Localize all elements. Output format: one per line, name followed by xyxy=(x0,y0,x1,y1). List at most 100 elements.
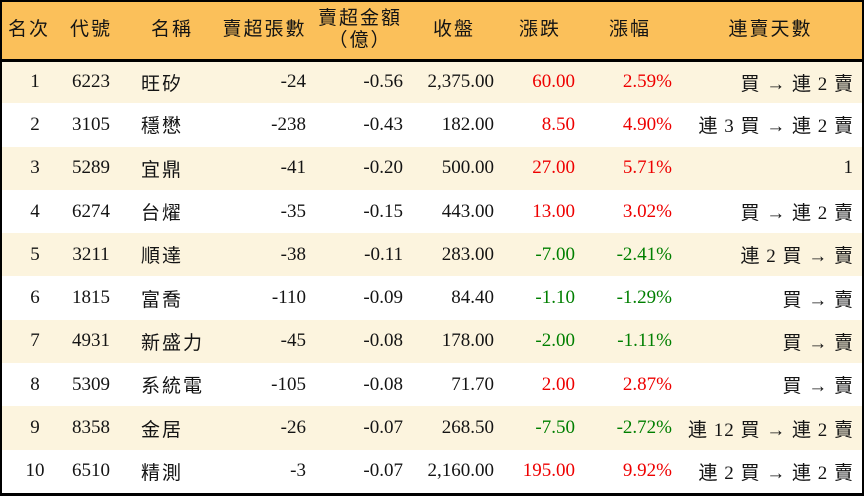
cell-name: 新盛力 xyxy=(141,332,205,354)
cell-sell-volume: -26 xyxy=(280,417,306,439)
table-row: 8 5309 系統電 -105 -0.08 71.70 2.00 2.87% 買 → 賣 xyxy=(2,363,862,407)
cell-sell-volume: -3 xyxy=(290,460,306,482)
cell-sell-amount: -0.20 xyxy=(363,157,403,179)
table-row: 4 6274 台燿 -35 -0.15 443.00 13.00 3.02% 買 → 連 2 賣 xyxy=(2,189,862,234)
table-row: 2 3105 穩懋 -238 -0.43 182.00 8.50 4.90% 連 3 買 → 連… xyxy=(2,103,862,147)
cell-name: 台燿 xyxy=(141,203,184,225)
table-body: 1 6223 旺矽 -24 -0.56 2,375.00 60.00 2.59% 買 → 連 2… xyxy=(2,60,862,493)
cell-sell-volume: -45 xyxy=(280,330,306,352)
header-change-pct: 漲幅 xyxy=(581,2,679,62)
cell-change-pct: 3.02% xyxy=(622,200,672,222)
cell-change-pct: 9.92% xyxy=(622,460,672,482)
cell-change-pct: 4.90% xyxy=(622,113,672,135)
cell-name: 富喬 xyxy=(141,289,184,311)
cell-name: 旺矽 xyxy=(141,73,184,95)
header-streak: 連賣天數 xyxy=(679,2,862,62)
cell-name: 順達 xyxy=(141,246,184,268)
table-row: 7 4931 新盛力 -45 -0.08 178.00 -2.00 -1.11% 買 → 賣 xyxy=(2,319,862,364)
cell-change: 8.50 xyxy=(541,113,575,135)
table-row: 5 3211 順達 -38 -0.11 283.00 -7.00 -2.41% 連 2 買 → … xyxy=(2,233,862,277)
cell-sell-amount: -0.07 xyxy=(363,460,403,482)
cell-rank: 2 xyxy=(30,113,40,135)
cell-sell-amount: -0.56 xyxy=(363,71,403,93)
cell-change-pct: 2.87% xyxy=(622,373,672,395)
cell-rank: 7 xyxy=(30,330,40,352)
cell-code: 1815 xyxy=(72,287,110,309)
cell-streak: 買 → 賣 xyxy=(782,289,854,311)
cell-rank: 6 xyxy=(30,287,40,309)
cell-change: 195.00 xyxy=(522,460,575,482)
cell-sell-amount: -0.08 xyxy=(363,330,403,352)
cell-change-pct: -2.41% xyxy=(616,243,672,265)
cell-sell-amount: -0.08 xyxy=(363,373,403,395)
cell-sell-volume: -24 xyxy=(280,71,306,93)
cell-close: 178.00 xyxy=(441,330,494,352)
cell-change: -7.50 xyxy=(535,417,575,439)
cell-change: 60.00 xyxy=(532,71,575,93)
cell-sell-amount: -0.07 xyxy=(363,417,403,439)
cell-code: 6510 xyxy=(72,460,110,482)
cell-change: 27.00 xyxy=(532,157,575,179)
table-row: 9 8358 金居 -26 -0.07 268.50 -7.50 -2.72% 連 12 買 →… xyxy=(2,406,862,450)
cell-sell-volume: -238 xyxy=(271,113,306,135)
cell-close: 71.70 xyxy=(451,373,494,395)
cell-streak: 連 2 買 → 賣 xyxy=(740,246,854,268)
cell-change: -1.10 xyxy=(535,287,575,309)
cell-close: 268.50 xyxy=(441,417,494,439)
cell-code: 5289 xyxy=(72,157,110,179)
cell-streak: 1 xyxy=(843,157,854,179)
cell-close: 84.40 xyxy=(451,287,494,309)
cell-code: 6274 xyxy=(72,200,110,222)
table-row: 6 1815 富喬 -110 -0.09 84.40 -1.10 -1.29% 買 → 賣 xyxy=(2,276,862,320)
header-sell-volume: 賣超張數 xyxy=(218,2,311,62)
header-sell-amount-line2: （億） xyxy=(328,30,392,52)
cell-rank: 1 xyxy=(30,71,40,93)
cell-change: 13.00 xyxy=(532,200,575,222)
cell-sell-volume: -38 xyxy=(280,243,306,265)
cell-close: 2,375.00 xyxy=(427,71,495,93)
cell-sell-amount: -0.09 xyxy=(363,287,403,309)
cell-name: 穩懋 xyxy=(141,116,184,138)
cell-change-pct: 2.59% xyxy=(622,71,672,93)
cell-close: 2,160.00 xyxy=(427,460,495,482)
cell-streak: 連 12 買 → 連 2 賣 xyxy=(687,419,854,441)
cell-code: 3105 xyxy=(72,113,110,135)
cell-sell-amount: -0.43 xyxy=(363,113,403,135)
cell-rank: 9 xyxy=(30,417,40,439)
cell-sell-amount: -0.15 xyxy=(363,200,403,222)
table-header: 名次 代號 名稱 賣超張數 賣超金額 （億） 收盤 漲跌 漲幅 連賣天數 xyxy=(2,2,862,62)
table-row: 3 5289 宜鼎 -41 -0.20 500.00 27.00 5.71% 1 xyxy=(2,146,862,190)
cell-sell-volume: -110 xyxy=(271,287,306,309)
cell-streak: 連 3 買 → 連 2 賣 xyxy=(698,116,854,138)
cell-rank: 8 xyxy=(30,373,40,395)
cell-change: 2.00 xyxy=(541,373,575,395)
header-sell-amount: 賣超金額 （億） xyxy=(311,2,409,62)
cell-name: 宜鼎 xyxy=(141,159,184,181)
cell-code: 6223 xyxy=(72,71,110,93)
cell-close: 182.00 xyxy=(441,113,494,135)
header-code: 代號 xyxy=(56,2,126,62)
header-row: 名次 代號 名稱 賣超張數 賣超金額 （億） 收盤 漲跌 漲幅 連賣天數 xyxy=(2,2,862,62)
cell-rank: 3 xyxy=(30,157,40,179)
cell-streak: 買 → 賣 xyxy=(782,332,854,354)
cell-close: 500.00 xyxy=(441,157,494,179)
cell-sell-volume: -105 xyxy=(271,373,306,395)
cell-change-pct: -1.11% xyxy=(617,330,672,352)
table-row: 10 6510 精測 -3 -0.07 2,160.00 195.00 9.92% 連 2 買 … xyxy=(2,449,862,493)
cell-sell-volume: -35 xyxy=(280,200,306,222)
cell-code: 8358 xyxy=(72,417,110,439)
cell-change-pct: -2.72% xyxy=(616,417,672,439)
cell-rank: 5 xyxy=(30,243,40,265)
cell-streak: 買 → 連 2 賣 xyxy=(740,203,854,225)
cell-rank: 4 xyxy=(30,200,40,222)
cell-code: 3211 xyxy=(72,243,110,265)
header-close: 收盤 xyxy=(409,2,499,62)
cell-close: 443.00 xyxy=(441,200,494,222)
cell-streak: 買 → 賣 xyxy=(782,376,854,398)
cell-close: 283.00 xyxy=(441,243,494,265)
cell-rank: 10 xyxy=(25,460,45,482)
cell-change: -2.00 xyxy=(535,330,575,352)
header-sell-amount-line1: 賣超金額 xyxy=(317,8,402,30)
